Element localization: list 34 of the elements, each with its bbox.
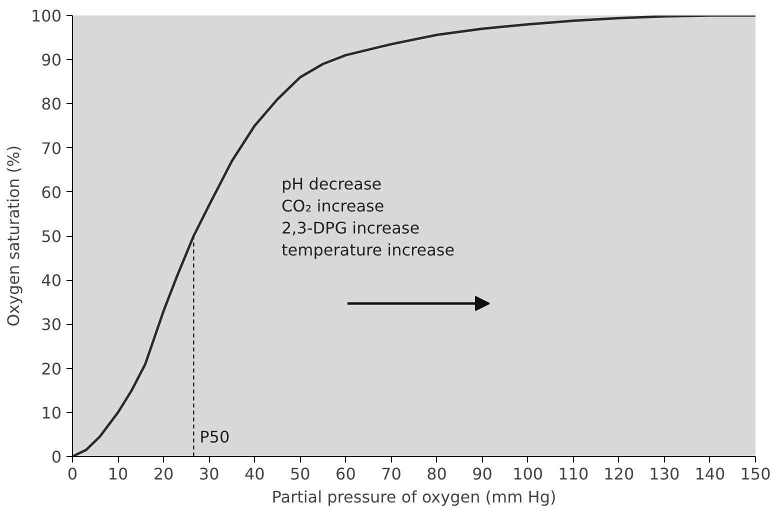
x-tick-label: 0 (67, 464, 78, 484)
x-tick-label: 90 (472, 464, 492, 484)
y-tick-label: 50 (41, 227, 62, 246)
y-tick-label: 70 (41, 138, 62, 158)
x-tick-label: 50 (290, 464, 310, 484)
y-tick-label: 0 (51, 448, 62, 466)
x-tick-label: 100 (512, 464, 544, 484)
y-tick-label: 100 (30, 6, 62, 26)
y-axis-title: Oxygen saturation (%) (4, 145, 23, 327)
y-tick-label: 90 (41, 50, 62, 70)
x-tick-label: 10 (108, 464, 128, 484)
y-tick-label: 80 (41, 94, 62, 114)
x-tick-label: 150 (740, 464, 771, 484)
y-tick-label: 60 (41, 182, 62, 202)
annotation: 2,3-DPG increase (282, 218, 420, 238)
y-tick-label: 10 (41, 403, 62, 422)
x-tick-label: 70 (381, 464, 402, 484)
y-tick-label: 30 (41, 315, 62, 334)
y-tick-label: 40 (41, 271, 62, 290)
x-tick-label: 120 (604, 464, 634, 484)
x-tick-label: 20 (153, 464, 174, 484)
x-tick-label: 30 (198, 464, 220, 484)
x-tick-label: 40 (244, 464, 265, 484)
annotation: CO₂ increase (282, 196, 384, 216)
annotation: P50 (200, 428, 230, 446)
x-tick-label: 60 (336, 464, 356, 484)
x-tick-label: 80 (426, 464, 447, 484)
x-tick-label: 140 (694, 464, 726, 484)
x-tick-label: 110 (558, 464, 589, 484)
annotation: pH decrease (282, 174, 382, 194)
x-axis-title: Partial pressure of oxygen (mm Hg) (272, 488, 556, 506)
annotation: temperature increase (282, 240, 455, 260)
y-tick-label: 20 (41, 359, 62, 378)
x-tick-label: 130 (649, 464, 680, 484)
